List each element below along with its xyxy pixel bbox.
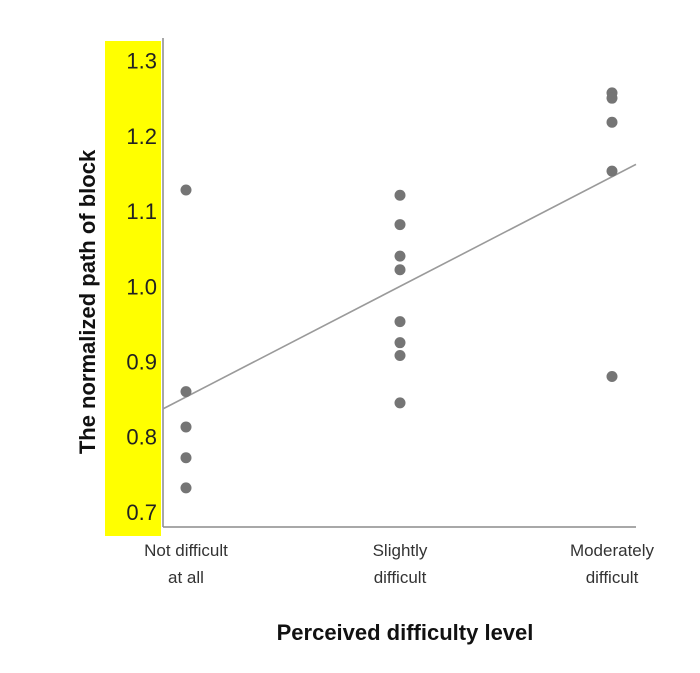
x-category-label: difficult xyxy=(374,568,427,587)
y-tick-label: 0.8 xyxy=(126,425,157,450)
data-point xyxy=(606,371,618,383)
y-axis-highlight xyxy=(105,41,161,536)
x-category-label: difficult xyxy=(586,568,639,587)
data-point xyxy=(394,219,406,231)
y-tick-label: 1.0 xyxy=(126,274,157,299)
data-point xyxy=(606,92,618,104)
y-tick-label: 1.1 xyxy=(126,199,157,224)
data-points xyxy=(180,87,618,494)
x-category-label: Moderately xyxy=(570,541,655,560)
x-axis-title: Perceived difficulty level xyxy=(277,620,534,645)
y-tick-label: 1.2 xyxy=(126,124,157,149)
y-tick-label: 0.9 xyxy=(126,349,157,374)
data-point xyxy=(394,189,406,201)
data-point xyxy=(606,116,618,128)
data-point xyxy=(394,316,406,328)
x-category-labels: Not difficult at all Slightly difficult Mode… xyxy=(144,541,654,587)
data-point xyxy=(394,397,406,409)
data-point xyxy=(394,250,406,262)
data-point xyxy=(394,349,406,361)
trend-line xyxy=(162,163,637,410)
data-point xyxy=(394,337,406,349)
data-point xyxy=(180,482,192,494)
y-axis-title: The normalized path of block xyxy=(75,149,100,454)
y-tick-label: 0.7 xyxy=(126,500,157,525)
x-category-label: Slightly xyxy=(373,541,428,560)
data-point xyxy=(180,386,192,398)
data-point xyxy=(180,421,192,433)
data-point xyxy=(606,165,618,177)
data-point xyxy=(394,264,406,276)
y-tick-labels: 0.7 0.8 0.9 1.0 1.1 1.2 1.3 xyxy=(126,49,157,525)
x-category-label: at all xyxy=(168,568,204,587)
y-tick-label: 1.3 xyxy=(126,49,157,74)
x-category-label: Not difficult xyxy=(144,541,228,560)
data-point xyxy=(180,184,192,196)
data-point xyxy=(180,452,192,464)
